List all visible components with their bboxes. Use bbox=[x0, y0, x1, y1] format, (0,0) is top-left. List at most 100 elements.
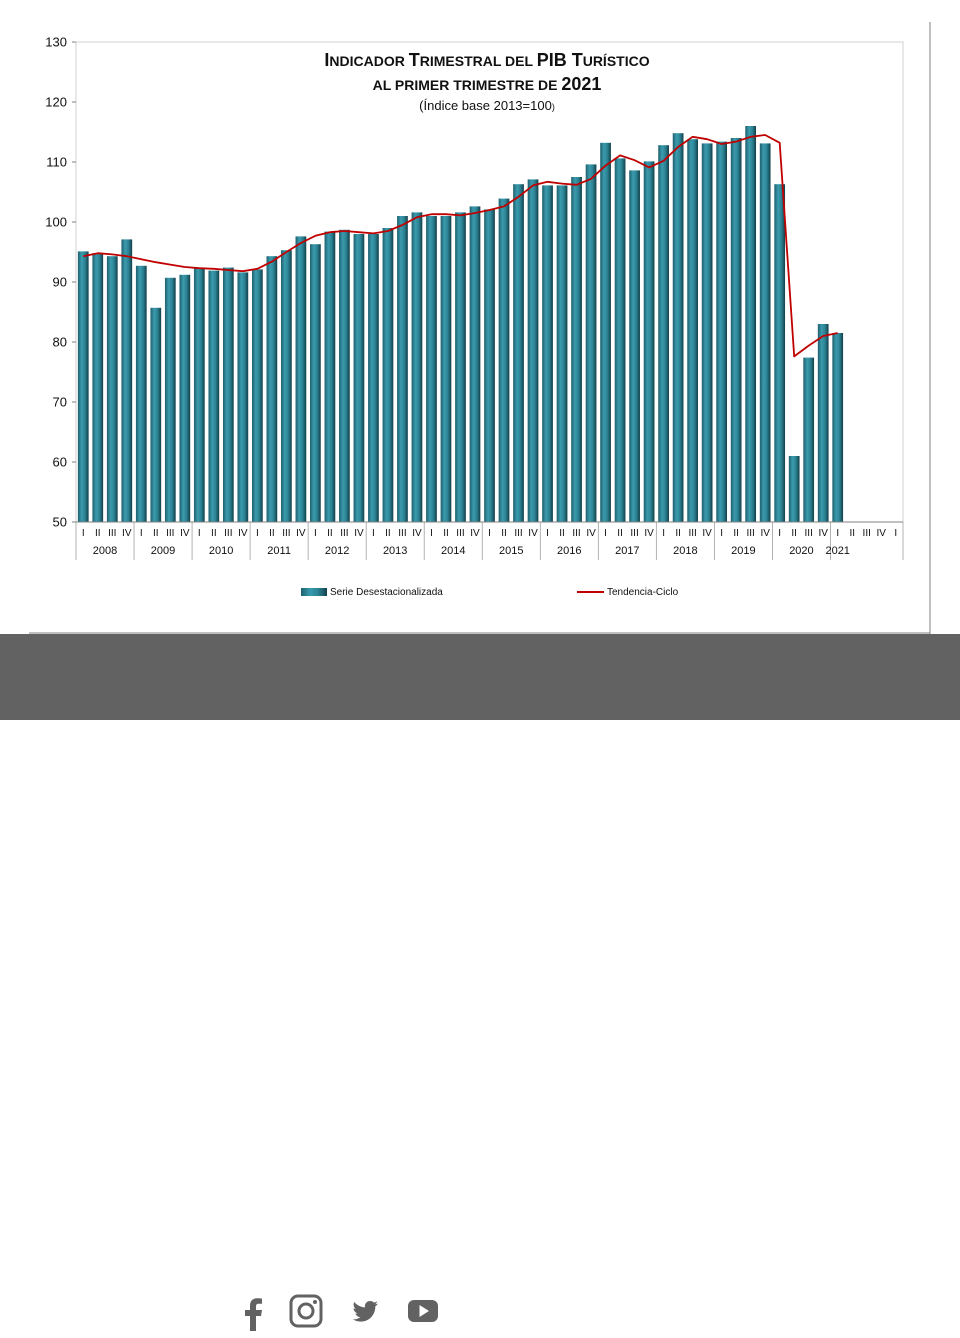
x-tick-label: III bbox=[514, 528, 522, 539]
year-label: 2015 bbox=[499, 545, 523, 557]
trend-line bbox=[83, 134, 838, 358]
x-tick-label: IV bbox=[528, 528, 538, 539]
bar bbox=[745, 126, 757, 522]
bar bbox=[774, 184, 786, 522]
x-tick-label: I bbox=[314, 528, 317, 539]
bar bbox=[295, 236, 307, 522]
bar bbox=[106, 256, 118, 522]
x-tick-label: IV bbox=[296, 528, 306, 539]
x-tick-label: IV bbox=[470, 528, 480, 539]
year-label: 2020 bbox=[789, 545, 813, 557]
bar bbox=[614, 158, 626, 522]
x-tick-label: I bbox=[720, 528, 723, 539]
x-tick-label: III bbox=[572, 528, 580, 539]
instagram-icon[interactable] bbox=[286, 1291, 326, 1331]
bar bbox=[368, 234, 379, 522]
x-tick-label: IV bbox=[702, 528, 712, 539]
x-tick-label: IV bbox=[354, 528, 364, 539]
bar bbox=[92, 253, 104, 522]
year-label: 2012 bbox=[325, 545, 349, 557]
x-tick-label: III bbox=[746, 528, 754, 539]
x-tick-label: III bbox=[863, 528, 871, 539]
brand-bold: INEGI bbox=[472, 1289, 582, 1336]
bar bbox=[672, 133, 684, 522]
bar bbox=[382, 228, 394, 522]
x-tick-label: I bbox=[198, 528, 201, 539]
x-tick-label: I bbox=[256, 528, 259, 539]
bar bbox=[469, 206, 481, 522]
bar bbox=[208, 270, 220, 522]
x-tick-label: I bbox=[604, 528, 607, 539]
year-label: 2013 bbox=[383, 545, 407, 557]
x-tick-label: II bbox=[95, 528, 101, 539]
x-tick-label: III bbox=[688, 528, 696, 539]
bar bbox=[658, 145, 669, 522]
x-tick-label: III bbox=[166, 528, 174, 539]
bar bbox=[193, 268, 205, 522]
x-tick-label: IV bbox=[760, 528, 770, 539]
x-tick-label: III bbox=[398, 528, 406, 539]
x-tick-label: IV bbox=[586, 528, 596, 539]
year-label: 2021 bbox=[825, 545, 849, 557]
bar bbox=[498, 198, 510, 522]
bar bbox=[353, 234, 365, 522]
bar bbox=[527, 179, 539, 522]
x-tick-label: I bbox=[662, 528, 665, 539]
y-tick-label: 60 bbox=[53, 455, 67, 470]
x-tick-label: I bbox=[836, 528, 839, 539]
x-tick-label: I bbox=[140, 528, 143, 539]
legend: Serie Desestacionalizada Tendencia-Ciclo bbox=[301, 587, 679, 598]
bar bbox=[730, 138, 742, 522]
brand-light: Informa bbox=[581, 1289, 724, 1336]
x-tick-label: II bbox=[211, 528, 217, 539]
bar bbox=[542, 185, 553, 522]
x-tick-label: II bbox=[733, 528, 739, 539]
bar bbox=[324, 231, 336, 522]
year-label: 2019 bbox=[731, 545, 755, 557]
youtube-icon[interactable] bbox=[403, 1291, 443, 1331]
bar bbox=[701, 143, 713, 522]
x-tick-label: III bbox=[282, 528, 290, 539]
bar bbox=[310, 244, 321, 522]
year-label: 2014 bbox=[441, 545, 465, 557]
bar bbox=[556, 185, 568, 522]
x-tick-label: IV bbox=[412, 528, 422, 539]
year-label: 2018 bbox=[673, 545, 697, 557]
bar bbox=[426, 216, 437, 522]
x-tick-label: II bbox=[385, 528, 391, 539]
y-tick-label: 120 bbox=[45, 95, 67, 110]
bar bbox=[121, 239, 133, 522]
legend-line-label: Tendencia-Ciclo bbox=[607, 587, 679, 598]
x-tick-label: II bbox=[849, 528, 855, 539]
bar bbox=[440, 216, 452, 522]
x-tick-label: I bbox=[430, 528, 433, 539]
x-tick-label: II bbox=[559, 528, 565, 539]
x-tick-label: III bbox=[805, 528, 813, 539]
bar bbox=[788, 456, 800, 522]
x-tick-label: I bbox=[546, 528, 549, 539]
year-label: 2010 bbox=[209, 545, 233, 557]
bar bbox=[484, 209, 495, 522]
bar bbox=[629, 170, 640, 522]
y-tick-label: 130 bbox=[45, 35, 67, 50]
bar bbox=[716, 141, 728, 522]
x-tick-label: IV bbox=[238, 528, 248, 539]
y-tick-label: 100 bbox=[45, 215, 67, 230]
facebook-icon[interactable] bbox=[229, 1291, 269, 1331]
bar bbox=[411, 212, 423, 522]
bar bbox=[339, 229, 350, 523]
x-tick-label: II bbox=[791, 528, 797, 539]
bar bbox=[135, 265, 147, 522]
chart-title-line1: INDICADOR TRIMESTRAL DEL PIB TURÍSTICO bbox=[324, 50, 649, 70]
x-tick-label: II bbox=[153, 528, 159, 539]
inegi-informa-logo[interactable]: INEGIInforma bbox=[472, 1288, 724, 1338]
bar bbox=[832, 333, 844, 522]
x-tick-label: IV bbox=[180, 528, 190, 539]
bar bbox=[281, 250, 292, 522]
y-tick-label: 50 bbox=[53, 515, 67, 530]
x-tick-label: IV bbox=[644, 528, 654, 539]
twitter-icon[interactable] bbox=[345, 1291, 385, 1331]
x-tick-label: I bbox=[778, 528, 781, 539]
bar bbox=[585, 164, 597, 522]
